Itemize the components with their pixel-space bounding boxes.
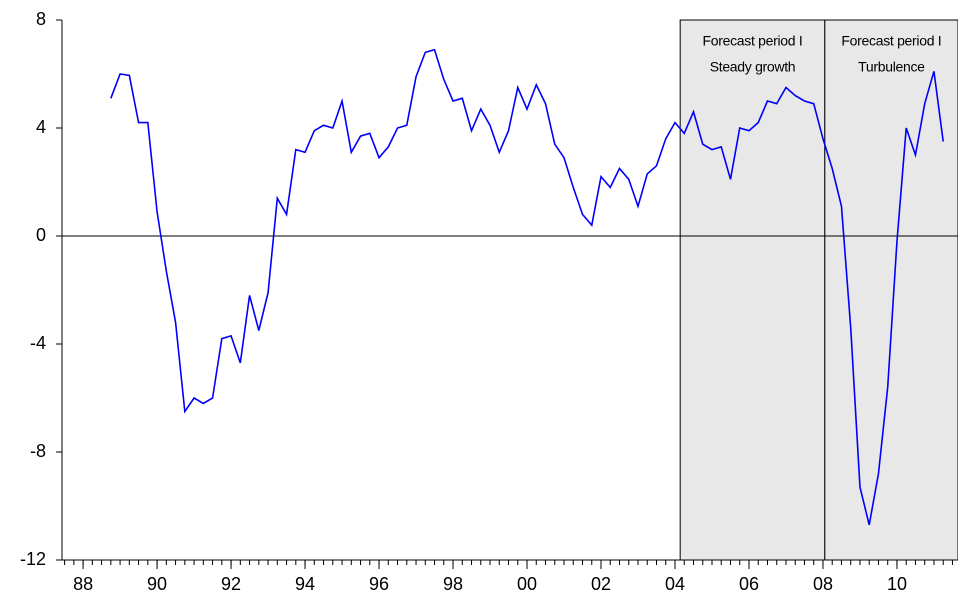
shaded-region [824, 19, 958, 561]
x-tick-label: 06 [739, 574, 759, 594]
data-line [110, 48, 944, 526]
x-tick-label: 96 [369, 574, 389, 594]
x-tick-label: 88 [73, 574, 93, 594]
x-tick-label: 90 [147, 574, 167, 594]
x-tick-label: 00 [517, 574, 537, 594]
region-label: Forecast period I [841, 33, 941, 49]
y-tick-label: 0 [36, 225, 46, 245]
region-label: Turbulence [858, 59, 925, 75]
y-tick-label: 8 [36, 9, 46, 29]
x-tick-label: 92 [221, 574, 241, 594]
x-tick-label: 08 [813, 574, 833, 594]
x-tick-label: 10 [887, 574, 907, 594]
shaded-region [679, 19, 826, 561]
y-tick-label: -4 [30, 333, 46, 353]
x-tick-label: 02 [591, 574, 611, 594]
y-tick-label: -12 [20, 549, 46, 569]
y-tick-label: -8 [30, 441, 46, 461]
x-tick-label: 98 [443, 574, 463, 594]
y-tick-label: 4 [36, 117, 46, 137]
region-label: Steady growth [710, 59, 796, 75]
region-label: Forecast period I [703, 33, 803, 49]
x-tick-label: 94 [295, 574, 315, 594]
x-tick-label: 04 [665, 574, 685, 594]
